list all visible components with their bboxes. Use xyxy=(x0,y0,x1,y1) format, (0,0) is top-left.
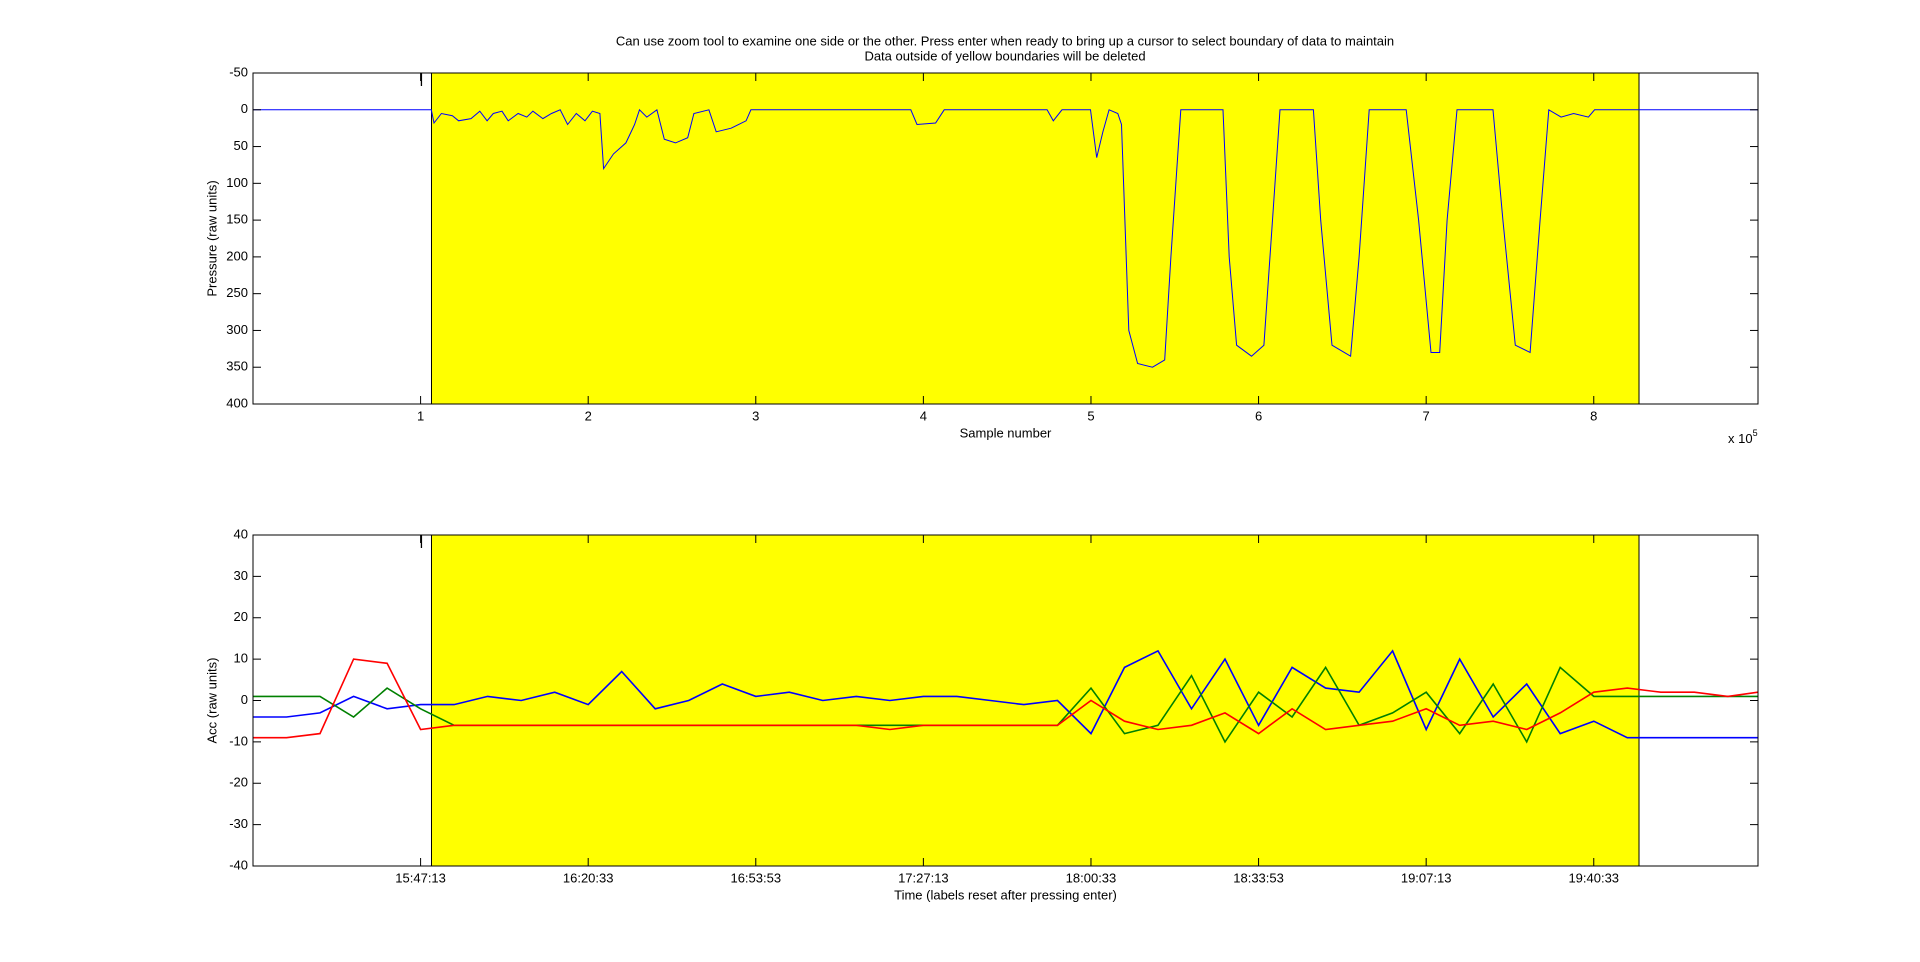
y-tick-label: 150 xyxy=(226,212,248,227)
axes-box xyxy=(252,72,1759,405)
y-tick-label: 0 xyxy=(241,692,248,707)
x-tick-label: 4 xyxy=(920,408,927,423)
y-tick-label: 30 xyxy=(234,568,248,583)
x-tick-label: 19:40:33 xyxy=(1568,870,1619,885)
y-tick-label: -10 xyxy=(229,733,248,748)
x-tick-label: 16:53:53 xyxy=(730,870,781,885)
data-line xyxy=(253,658,1759,739)
x-tick-label: 19:07:13 xyxy=(1401,870,1452,885)
y-axis-label: Acc (raw units) xyxy=(204,658,219,744)
highlight-region xyxy=(430,534,1640,867)
y-tick-label: 0 xyxy=(241,101,248,116)
y-tick-label: 400 xyxy=(226,395,248,410)
x-axis-label: Sample number xyxy=(960,425,1052,440)
y-tick-label: -50 xyxy=(229,64,248,79)
data-line xyxy=(253,649,1758,739)
x-tick-label: 7 xyxy=(1423,408,1430,423)
y-tick-label: -20 xyxy=(229,775,248,790)
x-multiplier-base: x 10 xyxy=(1728,431,1753,446)
y-tick-label: 200 xyxy=(226,248,248,263)
x-axis-label: Time (labels reset after pressing enter) xyxy=(894,887,1117,902)
y-tick-label: 40 xyxy=(234,526,248,541)
x-tick-label: 18:00:33 xyxy=(1066,870,1117,885)
y-tick-label: 300 xyxy=(226,322,248,337)
y-tick-label: 100 xyxy=(226,175,248,190)
y-tick-label: 350 xyxy=(226,359,248,374)
x-tick-label: 8 xyxy=(1590,408,1597,423)
y-tick-label: 20 xyxy=(234,609,248,624)
x-tick-label: 16:20:33 xyxy=(563,870,614,885)
x-tick-label: 3 xyxy=(752,408,759,423)
x-multiplier: x 105 xyxy=(1728,428,1758,446)
chart-subtitle: Data outside of yellow boundaries will b… xyxy=(864,48,1145,63)
highlight-region xyxy=(430,72,1640,405)
y-tick-label: -30 xyxy=(229,816,248,831)
y-tick-label: 10 xyxy=(234,651,248,666)
y-axis-label: Pressure (raw units) xyxy=(204,180,219,296)
y-tick-label: 50 xyxy=(234,138,248,153)
x-tick-label: 18:33:53 xyxy=(1233,870,1284,885)
x-tick-label: 17:27:13 xyxy=(898,870,949,885)
x-tick-label: 15:47:13 xyxy=(395,870,446,885)
chart-title: Can use zoom tool to examine one side or… xyxy=(616,33,1394,48)
data-line xyxy=(253,108,1758,368)
y-tick-label: -40 xyxy=(229,857,248,872)
x-tick-label: 2 xyxy=(585,408,592,423)
x-multiplier-exponent: 5 xyxy=(1753,428,1758,438)
x-tick-label: 5 xyxy=(1087,408,1094,423)
y-tick-label: 250 xyxy=(226,285,248,300)
x-tick-label: 6 xyxy=(1255,408,1262,423)
x-tick-label: 1 xyxy=(417,408,424,423)
